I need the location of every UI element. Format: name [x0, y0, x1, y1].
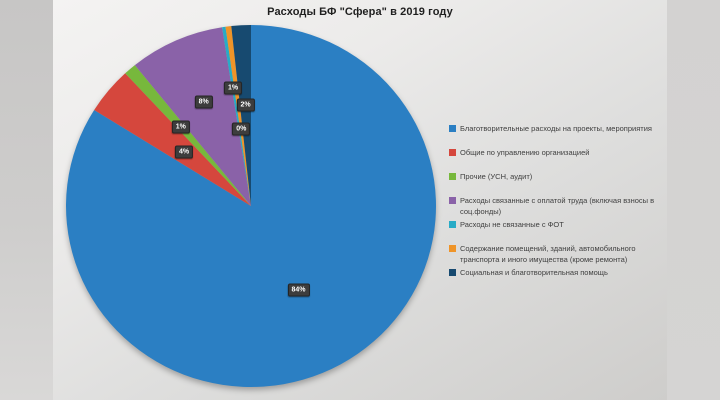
legend-marker-icon [449, 221, 456, 228]
legend-item-3: Прочие (УСН, аудит) [449, 172, 665, 183]
chart-title: Расходы БФ "Сфера" в 2019 году [267, 6, 453, 18]
legend-marker-icon [449, 173, 456, 180]
legend-item-1: Благотворительные расходы на проекты, ме… [449, 124, 665, 135]
legend-item-label: Благотворительные расходы на проекты, ме… [460, 124, 652, 133]
data-label-7: 2% [236, 98, 255, 112]
legend-item-label: Социальная и благотворительная помощь [460, 268, 608, 277]
data-label-1: 84% [287, 283, 310, 297]
data-label-3: 1% [171, 120, 190, 134]
legend-item-label: Общие по управлению организацией [460, 148, 590, 157]
legend-item-label: Содержание помещений, зданий, автомобиль… [460, 244, 636, 264]
legend-item-7: Социальная и благотворительная помощь [449, 268, 665, 279]
letterbox-right [667, 0, 720, 400]
legend-marker-icon [449, 149, 456, 156]
data-label-5: 1% [223, 81, 243, 95]
data-label-2: 4% [174, 145, 194, 159]
legend-item-label: Расходы не связанные с ФОТ [460, 220, 564, 229]
legend-item-4: Расходы связанные с оплатой труда (включ… [449, 196, 665, 217]
legend-item-label: Расходы связанные с оплатой труда (включ… [460, 196, 655, 216]
pie-slice-5 [222, 26, 251, 207]
legend-item-label: Прочие (УСН, аудит) [460, 172, 533, 181]
data-label-6: 0% [232, 122, 251, 136]
pie-slice-1 [66, 25, 437, 388]
legend-item-6: Содержание помещений, зданий, автомобиль… [449, 244, 665, 265]
legend-marker-icon [449, 197, 456, 204]
pie-slice-7 [231, 25, 251, 206]
pie-slice-6 [225, 26, 251, 207]
legend-marker-icon [449, 245, 456, 252]
legend-marker-icon [449, 269, 456, 276]
pie-slice-4 [134, 27, 251, 207]
legend-item-5: Расходы не связанные с ФОТ [449, 220, 665, 231]
data-label-4: 8% [194, 95, 213, 109]
pie-slice-2 [94, 73, 252, 206]
letterbox-left [0, 0, 53, 400]
legend-item-2: Общие по управлению организацией [449, 148, 665, 159]
chart-legend: Благотворительные расходы на проекты, ме… [449, 0, 665, 400]
legend-marker-icon [449, 125, 456, 132]
pie-slice-3 [125, 65, 251, 206]
